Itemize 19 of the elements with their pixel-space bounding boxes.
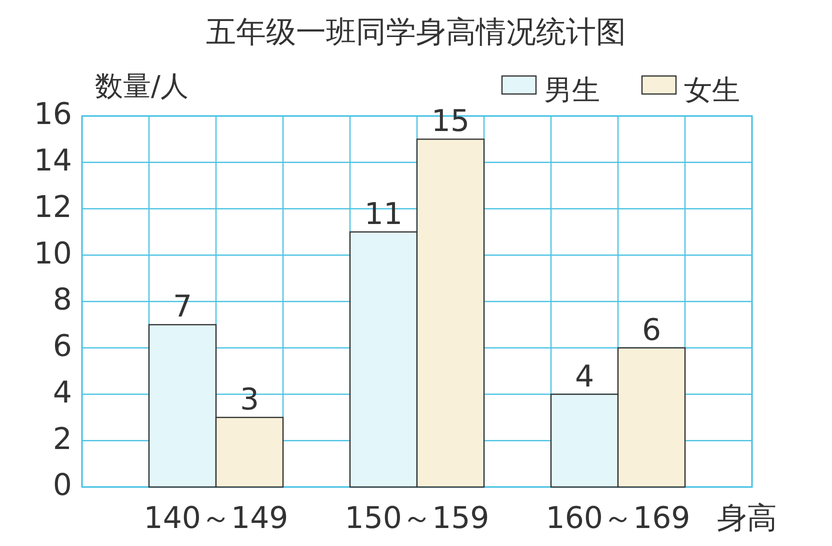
x-tick-label: 140～149 — [144, 501, 288, 536]
x-tick-label: 150～159 — [344, 501, 490, 536]
y-tick-label: 16 — [34, 97, 72, 132]
legend-label: 女生 — [684, 74, 740, 107]
data-label: 4 — [574, 359, 594, 394]
y-tick-label: 10 — [34, 236, 72, 272]
y-tick-label: 12 — [34, 190, 72, 225]
chart-title: 五年级一班同学身高情况统计图 — [206, 15, 626, 50]
x-tick-label: 160～169 — [546, 501, 690, 536]
y-tick-label: 4 — [52, 375, 72, 410]
y-tick-label: 8 — [52, 282, 72, 318]
y-tick-label: 2 — [52, 422, 72, 457]
data-label: 6 — [642, 312, 662, 348]
y-axis-title: 数量/人 — [95, 70, 188, 103]
x-axis-title: 身高 — [717, 501, 777, 536]
y-tick-label: 0 — [52, 468, 72, 504]
y-tick-label: 6 — [52, 329, 72, 364]
legend-label: 男生 — [544, 74, 600, 107]
y-tick-label: 14 — [34, 144, 72, 179]
